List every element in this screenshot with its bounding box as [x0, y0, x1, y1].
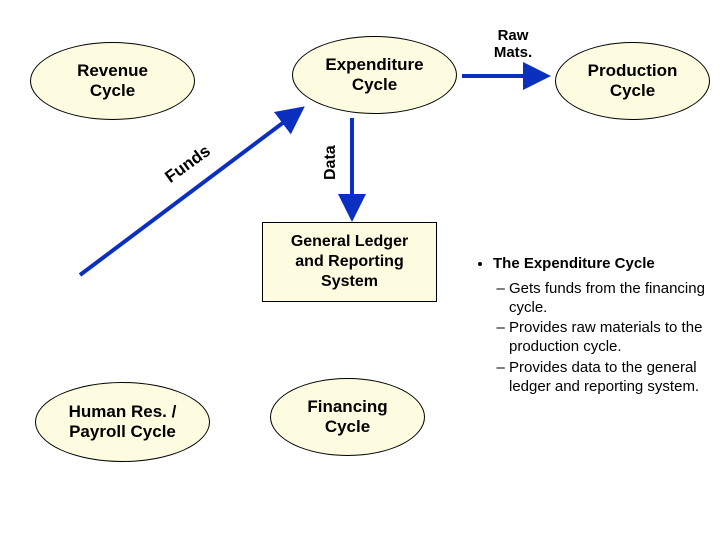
node-expenditure-label: ExpenditureCycle: [325, 55, 423, 96]
node-revenue: RevenueCycle: [30, 42, 195, 120]
bullets-title: The Expenditure Cycle: [493, 255, 707, 274]
node-expenditure: ExpenditureCycle: [292, 36, 457, 114]
node-production: ProductionCycle: [555, 42, 710, 120]
node-glr-label: General Ledgerand ReportingSystem: [291, 232, 408, 292]
expenditure-bullets: The Expenditure Cycle Gets funds from th…: [475, 255, 707, 398]
node-financing-label: FinancingCycle: [307, 397, 387, 438]
edge-label-funds: Funds: [162, 142, 214, 187]
node-revenue-label: RevenueCycle: [77, 61, 148, 102]
bullets-item: Provides raw materials to the production…: [509, 319, 707, 357]
node-financing: FinancingCycle: [270, 378, 425, 456]
edge-label-raw-mats: RawMats.: [486, 28, 540, 61]
edge-label-data: Data: [322, 145, 340, 180]
node-production-label: ProductionCycle: [588, 61, 678, 102]
node-general-ledger: General Ledgerand ReportingSystem: [262, 222, 437, 302]
node-human-label: Human Res. /Payroll Cycle: [69, 402, 177, 443]
node-human-res-payroll: Human Res. /Payroll Cycle: [35, 382, 210, 462]
bullets-item: Provides data to the general ledger and …: [509, 359, 707, 397]
bullets-item: Gets funds from the financing cycle.: [509, 280, 707, 318]
